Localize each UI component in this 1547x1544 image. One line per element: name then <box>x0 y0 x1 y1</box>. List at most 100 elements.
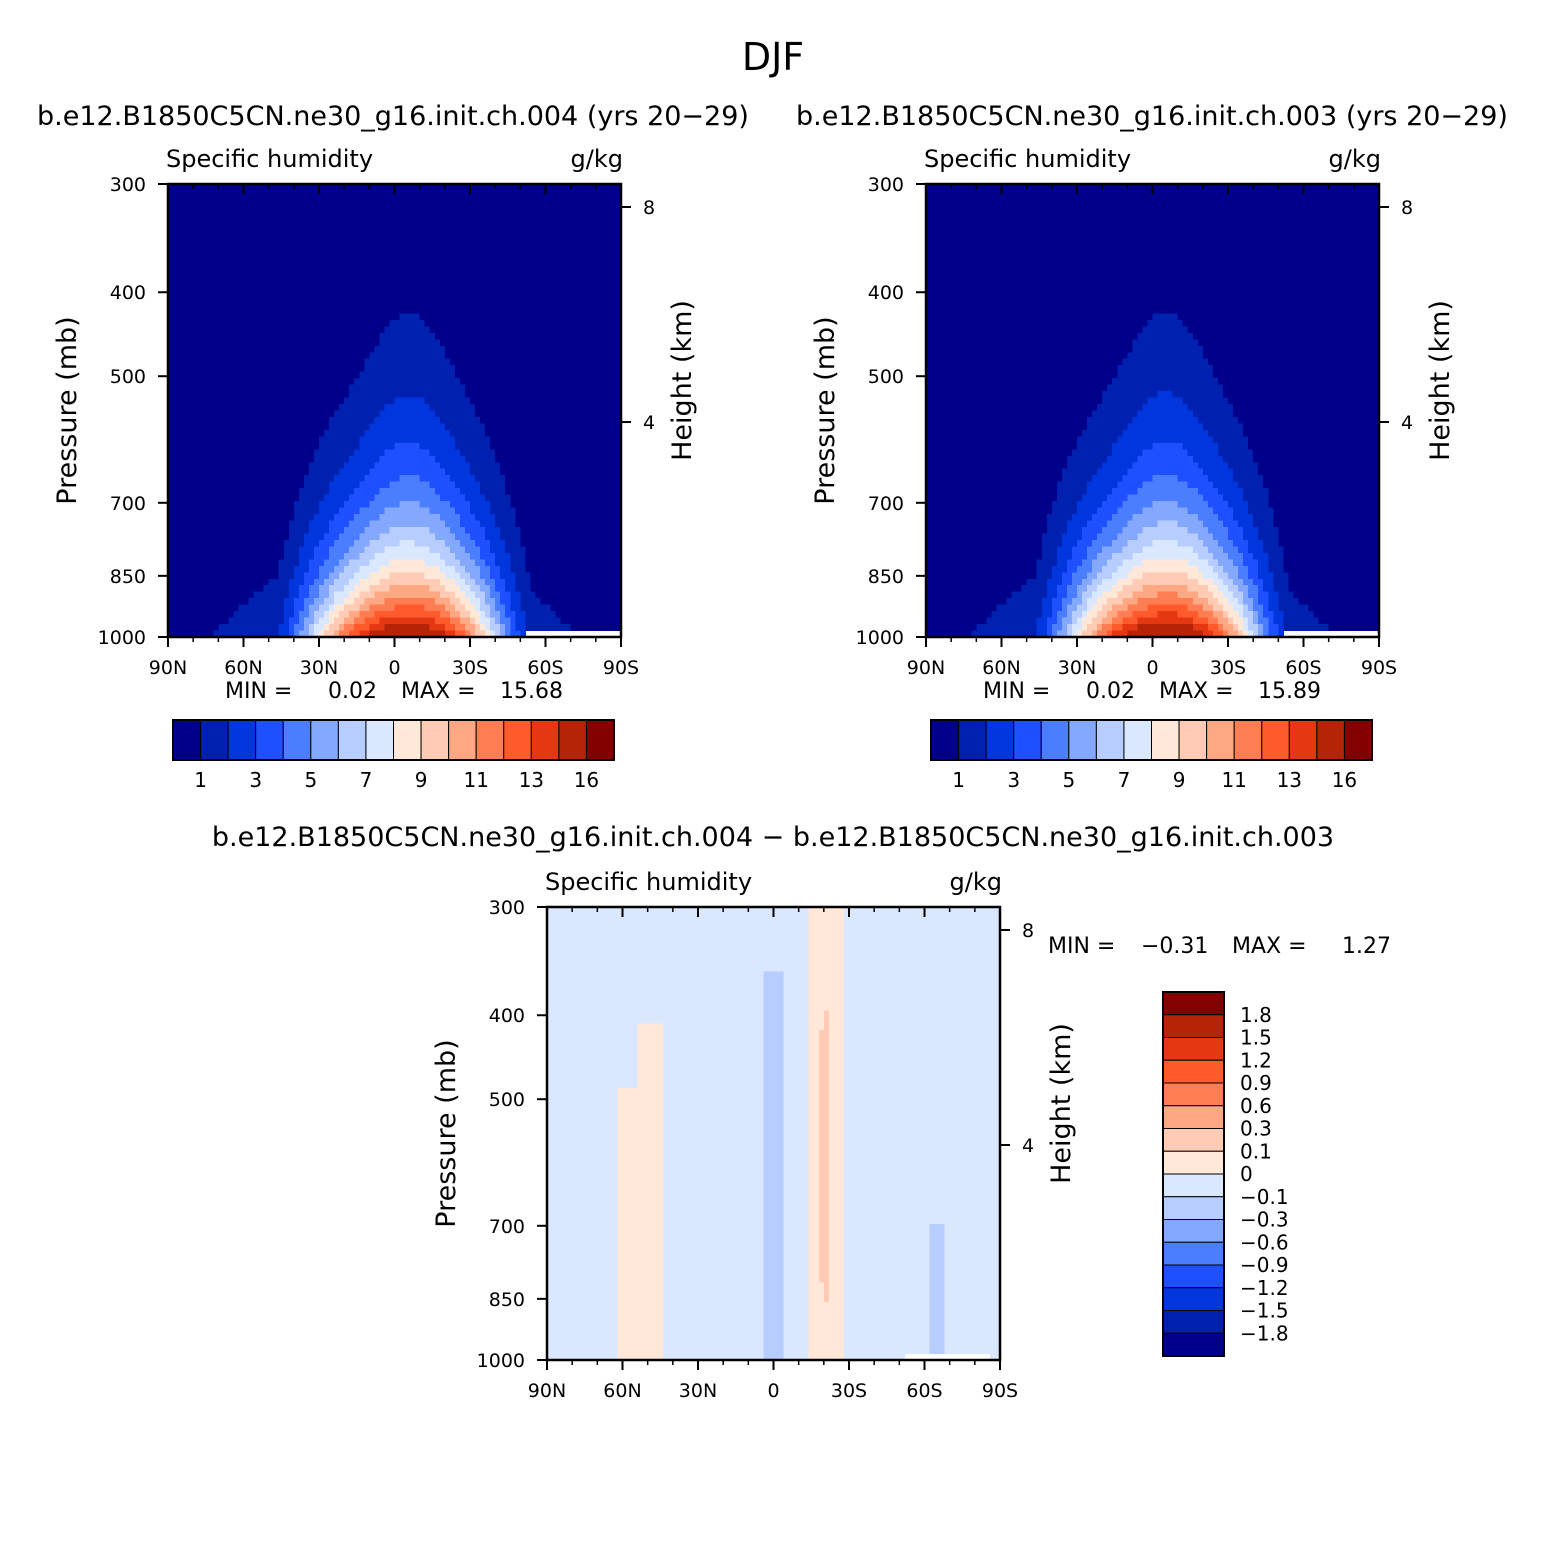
field-cell <box>379 585 386 593</box>
field-cell <box>454 552 461 560</box>
field-cell <box>339 229 345 237</box>
field-cell <box>480 429 486 437</box>
field-cell <box>258 552 265 560</box>
field-cell <box>434 449 441 457</box>
field-cell <box>243 449 250 457</box>
field-cell <box>349 229 355 237</box>
field-cell <box>354 352 360 360</box>
field-cell <box>273 345 280 353</box>
field-cell <box>510 332 516 340</box>
field-cell <box>409 371 416 379</box>
field-cell <box>263 242 270 250</box>
field-cell <box>364 604 370 612</box>
field-cell <box>319 520 325 528</box>
field-cell <box>258 281 265 289</box>
field-cell <box>334 248 340 256</box>
field-cell <box>273 209 280 217</box>
field-cell <box>384 552 391 560</box>
field-cell <box>389 345 396 353</box>
field-cell <box>213 268 219 276</box>
field-cell <box>258 384 265 392</box>
field-cell <box>359 255 365 263</box>
field-cell <box>354 611 360 619</box>
field-cell <box>283 358 290 366</box>
field-cell <box>424 604 431 612</box>
field-cell <box>359 546 365 554</box>
field-cell <box>178 397 184 405</box>
field-cell <box>193 423 199 431</box>
field-cell <box>359 196 365 205</box>
field-cell <box>223 462 229 470</box>
field-cell <box>248 468 255 476</box>
field-cell <box>313 384 320 392</box>
field-cell <box>233 339 240 347</box>
field-cell <box>520 397 526 405</box>
field-cell <box>525 281 531 289</box>
field-cell <box>449 229 456 237</box>
field-cell <box>344 572 350 580</box>
field-cell <box>399 229 406 237</box>
field-cell <box>313 481 320 489</box>
field-cell <box>203 488 209 496</box>
field-cell <box>188 274 194 282</box>
field-cell <box>374 436 380 444</box>
field-cell <box>313 585 320 593</box>
field-cell <box>379 481 386 489</box>
field-cell <box>303 468 310 476</box>
field-cell <box>313 410 320 418</box>
field-cell <box>228 423 235 431</box>
field-cell <box>459 242 466 250</box>
field-cell <box>298 184 305 192</box>
field-cell <box>334 552 340 560</box>
field-cell <box>324 514 330 522</box>
field-cell <box>449 339 456 347</box>
field-cell <box>449 624 456 632</box>
field-cell <box>424 332 431 340</box>
field-cell <box>434 552 441 560</box>
field-cell <box>470 313 476 321</box>
field-cell <box>334 255 340 263</box>
field-cell <box>470 539 476 547</box>
field-cell <box>193 585 199 593</box>
field-cell <box>263 462 270 470</box>
field-cell <box>369 630 375 638</box>
field-cell <box>399 209 406 217</box>
field-cell <box>329 294 335 302</box>
field-cell <box>344 559 350 567</box>
field-cell <box>238 436 245 444</box>
field-cell <box>354 384 360 392</box>
field-cell <box>349 384 355 392</box>
field-cell <box>213 572 219 580</box>
field-cell <box>193 449 199 457</box>
field-cell <box>283 365 290 373</box>
field-cell <box>520 514 526 522</box>
field-cell <box>288 462 295 470</box>
field-cell <box>203 294 209 302</box>
field-cell <box>203 475 209 483</box>
field-cell <box>193 520 199 528</box>
field-cell <box>268 585 275 593</box>
field-cell <box>364 578 370 586</box>
field-cell <box>364 501 370 509</box>
field-cell <box>313 287 320 295</box>
field-cell <box>439 306 446 315</box>
field-cell <box>198 345 204 353</box>
field-cell <box>500 274 506 282</box>
field-cell <box>374 449 380 457</box>
field-cell <box>228 255 235 263</box>
field-cell <box>449 391 456 399</box>
field-cell <box>228 287 235 295</box>
field-cell <box>359 617 365 625</box>
field-cell <box>515 371 521 379</box>
field-cell <box>258 462 265 470</box>
field-cell <box>399 384 406 392</box>
field-cell <box>208 196 214 205</box>
field-cell <box>475 552 481 560</box>
field-cell <box>288 242 295 250</box>
field-cell <box>198 416 204 425</box>
field-cell <box>475 384 481 392</box>
field-cell <box>329 520 335 528</box>
field-cell <box>213 591 219 599</box>
field-cell <box>303 559 310 567</box>
field-cell <box>485 462 491 470</box>
